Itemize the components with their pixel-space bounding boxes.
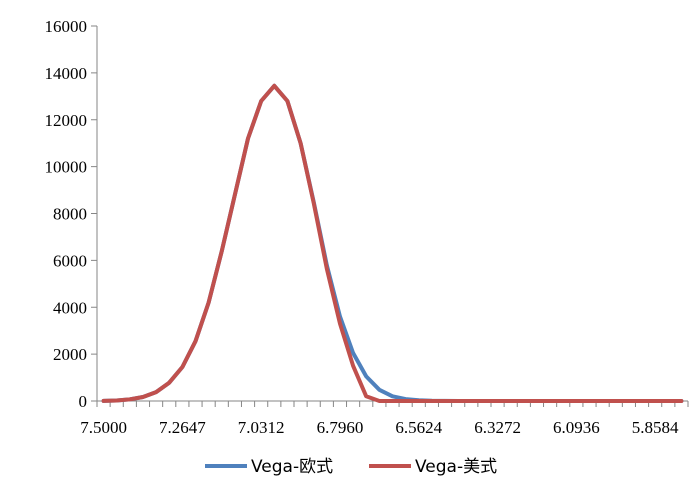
legend-label: Vega-欧式 [251,457,333,477]
series-line-american [101,83,684,403]
x-tick-label: 7.0312 [238,418,285,437]
y-tick-label: 12000 [45,111,88,130]
y-tick-label: 0 [79,392,88,411]
plot-area [101,83,684,403]
legend: Vega-欧式 Vega-美式 [205,457,497,477]
y-tick-label: 6000 [53,251,87,270]
y-tick-label: 4000 [53,298,87,317]
y-tick-label: 14000 [45,64,88,83]
x-tick-label: 7.5000 [80,418,127,437]
x-tick-label: 6.7960 [317,418,364,437]
y-tick-label: 8000 [53,205,87,224]
x-tick-label: 6.5624 [395,418,442,437]
y-tick-label: 2000 [53,345,87,364]
legend-label: Vega-美式 [415,457,497,477]
y-axis: 0 2000 4000 6000 8000 10000 12000 14000 16000 [45,17,98,411]
x-tick-label: 7.2647 [159,418,206,437]
x-tick-label: 6.3272 [474,418,521,437]
x-tick-label: 5.8584 [632,418,679,437]
y-tick-label: 10000 [45,158,88,177]
y-tick-label: 16000 [45,17,88,36]
x-tick-label: 6.0936 [553,418,600,437]
x-axis: 7.5000 7.2647 7.0312 6.7960 6.5624 6.3272 6.09… [80,400,689,437]
